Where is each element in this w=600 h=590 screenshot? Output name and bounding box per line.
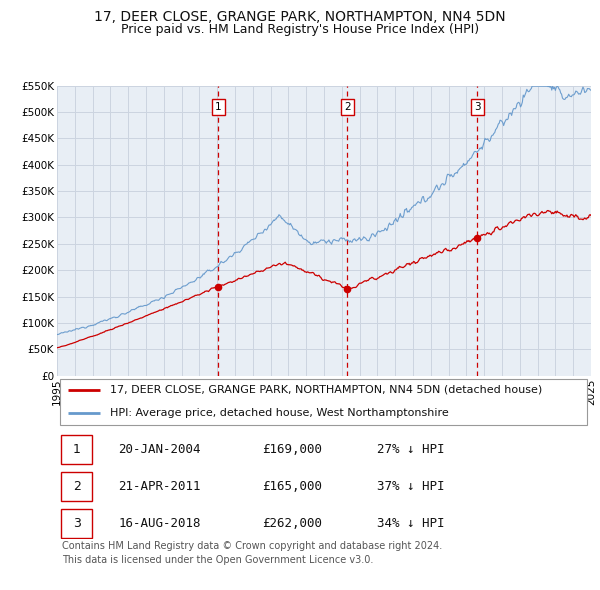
Text: 21-APR-2011: 21-APR-2011 [118, 480, 201, 493]
Text: 34% ↓ HPI: 34% ↓ HPI [377, 517, 445, 530]
FancyBboxPatch shape [61, 472, 92, 501]
Text: £165,000: £165,000 [263, 480, 323, 493]
Text: 16-AUG-2018: 16-AUG-2018 [118, 517, 201, 530]
Text: 2: 2 [73, 480, 80, 493]
Text: Price paid vs. HM Land Registry's House Price Index (HPI): Price paid vs. HM Land Registry's House … [121, 23, 479, 36]
Text: 27% ↓ HPI: 27% ↓ HPI [377, 443, 445, 456]
Text: 1: 1 [215, 101, 221, 112]
Text: Contains HM Land Registry data © Crown copyright and database right 2024.
This d: Contains HM Land Registry data © Crown c… [62, 541, 443, 565]
Text: 17, DEER CLOSE, GRANGE PARK, NORTHAMPTON, NN4 5DN: 17, DEER CLOSE, GRANGE PARK, NORTHAMPTON… [94, 9, 506, 24]
FancyBboxPatch shape [61, 435, 92, 464]
Text: 2: 2 [344, 101, 350, 112]
Text: £169,000: £169,000 [263, 443, 323, 456]
Text: 20-JAN-2004: 20-JAN-2004 [118, 443, 201, 456]
Text: £262,000: £262,000 [263, 517, 323, 530]
Text: 3: 3 [474, 101, 481, 112]
FancyBboxPatch shape [59, 379, 587, 425]
Text: 37% ↓ HPI: 37% ↓ HPI [377, 480, 445, 493]
Text: 1: 1 [73, 443, 80, 456]
Text: 17, DEER CLOSE, GRANGE PARK, NORTHAMPTON, NN4 5DN (detached house): 17, DEER CLOSE, GRANGE PARK, NORTHAMPTON… [110, 385, 542, 395]
FancyBboxPatch shape [61, 509, 92, 538]
Text: HPI: Average price, detached house, West Northamptonshire: HPI: Average price, detached house, West… [110, 408, 449, 418]
Text: 3: 3 [73, 517, 80, 530]
